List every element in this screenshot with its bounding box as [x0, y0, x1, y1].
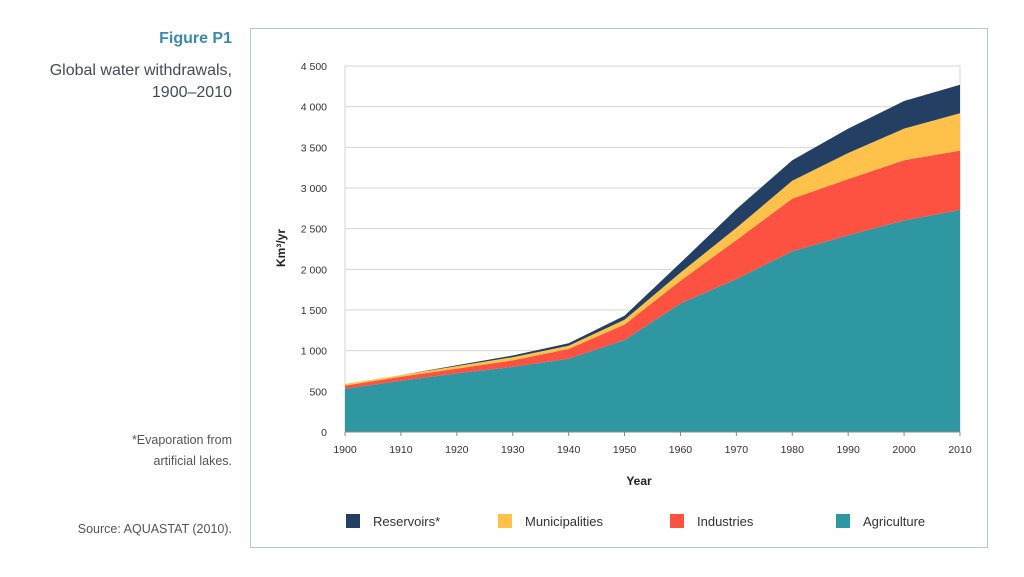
legend-label: Industries — [697, 514, 754, 529]
x-tick-label: 2010 — [948, 444, 972, 456]
legend: Reservoirs* Municipalities Industries Agric… — [346, 514, 925, 529]
legend-label: Agriculture — [863, 514, 925, 529]
axes: 0 500 1 000 1 500 2 000 2 500 3 000 3 500 4 000 4… — [301, 61, 972, 456]
x-tick-label: 1930 — [501, 444, 525, 456]
x-tick-label: 2000 — [892, 444, 916, 456]
y-tick-label: 1 500 — [301, 305, 327, 317]
area-industries — [345, 150, 960, 389]
y-axis-title: Km³/yr — [274, 229, 288, 267]
y-tick-label: 3 500 — [301, 142, 327, 154]
y-tick-label: 4 000 — [301, 102, 327, 114]
legend-item-municipalities: Municipalities — [498, 514, 604, 529]
y-tick-label: 0 — [321, 427, 327, 439]
x-tick-label: 1990 — [837, 444, 861, 456]
legend-swatch — [346, 514, 360, 528]
y-tick-label: 2 500 — [301, 224, 327, 236]
y-tick-label: 2 000 — [301, 264, 327, 276]
area-series — [345, 84, 960, 432]
x-tick-label: 1980 — [781, 444, 805, 456]
figure-title-line2: 1900–2010 — [151, 84, 232, 101]
legend-item-reservoirs: Reservoirs* — [346, 514, 440, 529]
legend-swatch — [836, 514, 850, 528]
figure-title: Global water withdrawals, 1900–2010 — [50, 60, 232, 104]
legend-item-agriculture: Agriculture — [836, 514, 925, 529]
area-agriculture — [345, 210, 960, 432]
x-tick-label: 1910 — [389, 444, 413, 456]
figure-title-line1: Global water withdrawals, — [49, 62, 232, 79]
figure-label: Figure P1 — [159, 30, 232, 47]
footnote-line1: *Evaporation from — [131, 433, 232, 447]
chart-frame — [250, 28, 988, 548]
legend-label: Municipalities — [525, 514, 604, 529]
footnote-line2: artificial lakes. — [153, 454, 233, 468]
y-tick-label: 4 500 — [301, 61, 327, 73]
legend-swatch — [670, 514, 684, 528]
x-tick-label: 1950 — [613, 444, 637, 456]
source-note: Source: AQUASTAT (2010). — [77, 522, 232, 536]
y-tick-label: 1 000 — [301, 346, 327, 358]
y-tick-label: 500 — [309, 386, 327, 398]
x-tick-label: 1940 — [557, 444, 581, 456]
y-tick-label: 3 000 — [301, 183, 327, 195]
footnote: *Evaporation from artificial lakes. — [132, 430, 232, 472]
area-reservoirs — [345, 84, 960, 384]
area-municipalities — [345, 113, 960, 386]
x-tick-label: 1970 — [725, 444, 749, 456]
legend-swatch — [498, 514, 512, 528]
x-tick-label: 1960 — [669, 444, 693, 456]
x-tick-label: 1920 — [445, 444, 469, 456]
legend-item-industries: Industries — [670, 514, 754, 529]
legend-label: Reservoirs* — [373, 514, 440, 529]
x-tick-label: 1900 — [333, 444, 357, 456]
x-axis-title: Year — [626, 474, 652, 488]
